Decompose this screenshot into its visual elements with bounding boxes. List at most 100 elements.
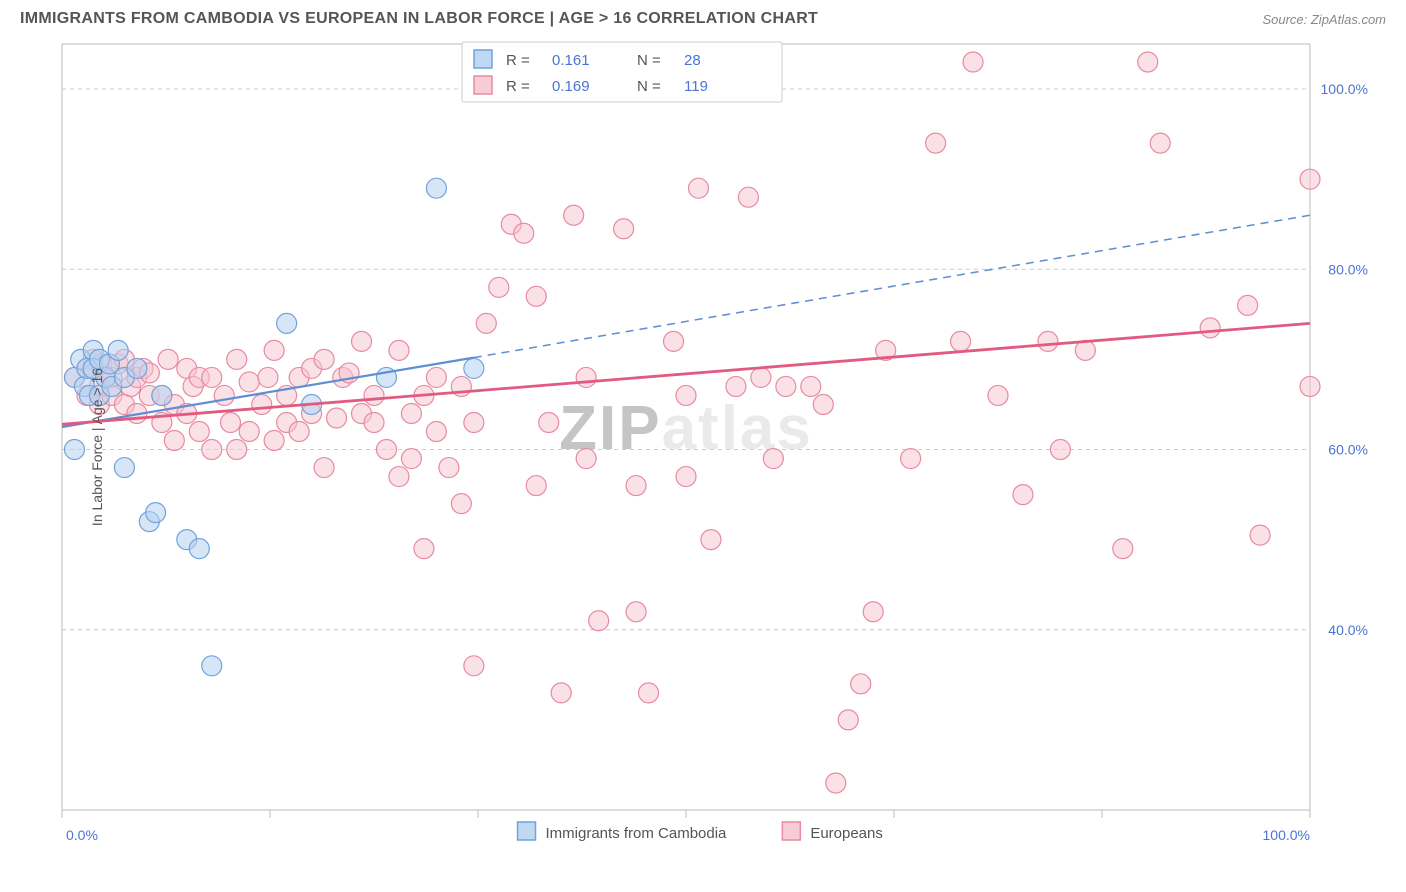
legend-series-label: Immigrants from Cambodia	[546, 825, 728, 842]
legend-swatch	[474, 50, 492, 68]
scatter-point	[264, 431, 284, 451]
scatter-point	[314, 458, 334, 478]
legend-r-label: R =	[506, 52, 530, 69]
legend-n-label: N =	[637, 52, 661, 69]
scatter-point	[389, 467, 409, 487]
scatter-point	[252, 394, 272, 414]
scatter-point	[863, 602, 883, 622]
scatter-point	[514, 223, 534, 243]
scatter-point	[476, 313, 496, 333]
scatter-point	[626, 476, 646, 496]
scatter-point	[576, 367, 596, 387]
scatter-point	[376, 440, 396, 460]
trend-line-extension	[474, 215, 1310, 357]
scatter-point	[220, 412, 240, 432]
scatter-point	[352, 331, 372, 351]
scatter-point	[1050, 440, 1070, 460]
scatter-point	[158, 349, 178, 369]
scatter-point	[152, 385, 172, 405]
scatter-point	[801, 376, 821, 396]
scatter-point	[776, 376, 796, 396]
scatter-point	[127, 358, 147, 378]
scatter-point	[108, 340, 128, 360]
scatter-point	[327, 408, 347, 428]
scatter-point	[202, 440, 222, 460]
scatter-point	[464, 656, 484, 676]
scatter-point	[676, 385, 696, 405]
scatter-point	[1038, 331, 1058, 351]
legend-r-label: R =	[506, 78, 530, 95]
scatter-point	[364, 412, 384, 432]
scatter-point	[626, 602, 646, 622]
scatter-point	[963, 52, 983, 72]
legend-n-value: 28	[684, 52, 701, 69]
scatter-point	[688, 178, 708, 198]
scatter-point	[676, 467, 696, 487]
y-tick-label: 80.0%	[1328, 261, 1368, 277]
scatter-point	[813, 394, 833, 414]
scatter-point	[589, 611, 609, 631]
scatter-point	[464, 358, 484, 378]
legend-n-label: N =	[637, 78, 661, 95]
scatter-point	[951, 331, 971, 351]
scatter-point	[202, 367, 222, 387]
scatter-point	[664, 331, 684, 351]
legend-swatch	[782, 822, 800, 840]
scatter-point	[539, 412, 559, 432]
scatter-point	[264, 340, 284, 360]
scatter-point	[838, 710, 858, 730]
scatter-point	[426, 422, 446, 442]
scatter-point	[289, 422, 309, 442]
scatter-point	[1138, 52, 1158, 72]
scatter-point	[401, 449, 421, 469]
x-tick-label: 0.0%	[66, 827, 98, 843]
scatter-point	[1150, 133, 1170, 153]
legend-r-value: 0.169	[552, 78, 590, 95]
scatter-point	[988, 385, 1008, 405]
scatter-point	[239, 372, 259, 392]
scatter-point	[258, 367, 278, 387]
scatter-point	[164, 431, 184, 451]
scatter-point	[738, 187, 758, 207]
scatter-point	[414, 539, 434, 559]
scatter-point	[1200, 318, 1220, 338]
scatter-point	[564, 205, 584, 225]
scatter-point	[64, 440, 84, 460]
scatter-point	[489, 277, 509, 297]
y-tick-label: 100.0%	[1321, 81, 1368, 97]
scatter-point	[364, 385, 384, 405]
source-label: Source: ZipAtlas.com	[1262, 12, 1386, 27]
scatter-point	[464, 412, 484, 432]
scatter-point	[239, 422, 259, 442]
scatter-point	[826, 773, 846, 793]
scatter-point	[401, 403, 421, 423]
y-axis-label: In Labor Force | Age > 16	[89, 368, 105, 526]
correlation-scatter-chart: 40.0%60.0%80.0%100.0%0.0%100.0%ZIPatlasR…	[20, 34, 1386, 860]
scatter-point	[751, 367, 771, 387]
y-tick-label: 40.0%	[1328, 622, 1368, 638]
scatter-point	[426, 178, 446, 198]
scatter-point	[926, 133, 946, 153]
scatter-point	[701, 530, 721, 550]
scatter-point	[214, 385, 234, 405]
chart-title: IMMIGRANTS FROM CAMBODIA VS EUROPEAN IN …	[20, 10, 818, 28]
legend-swatch	[474, 76, 492, 94]
scatter-point	[763, 449, 783, 469]
scatter-point	[439, 458, 459, 478]
scatter-point	[202, 656, 222, 676]
scatter-point	[314, 349, 334, 369]
scatter-point	[901, 449, 921, 469]
scatter-point	[1013, 485, 1033, 505]
scatter-point	[114, 458, 134, 478]
scatter-point	[1250, 525, 1270, 545]
x-tick-label: 100.0%	[1263, 827, 1310, 843]
legend-n-value: 119	[684, 78, 708, 95]
scatter-point	[389, 340, 409, 360]
scatter-point	[1300, 376, 1320, 396]
scatter-point	[189, 539, 209, 559]
scatter-point	[1300, 169, 1320, 189]
scatter-point	[277, 313, 297, 333]
scatter-point	[189, 422, 209, 442]
scatter-point	[426, 367, 446, 387]
scatter-point	[576, 449, 596, 469]
